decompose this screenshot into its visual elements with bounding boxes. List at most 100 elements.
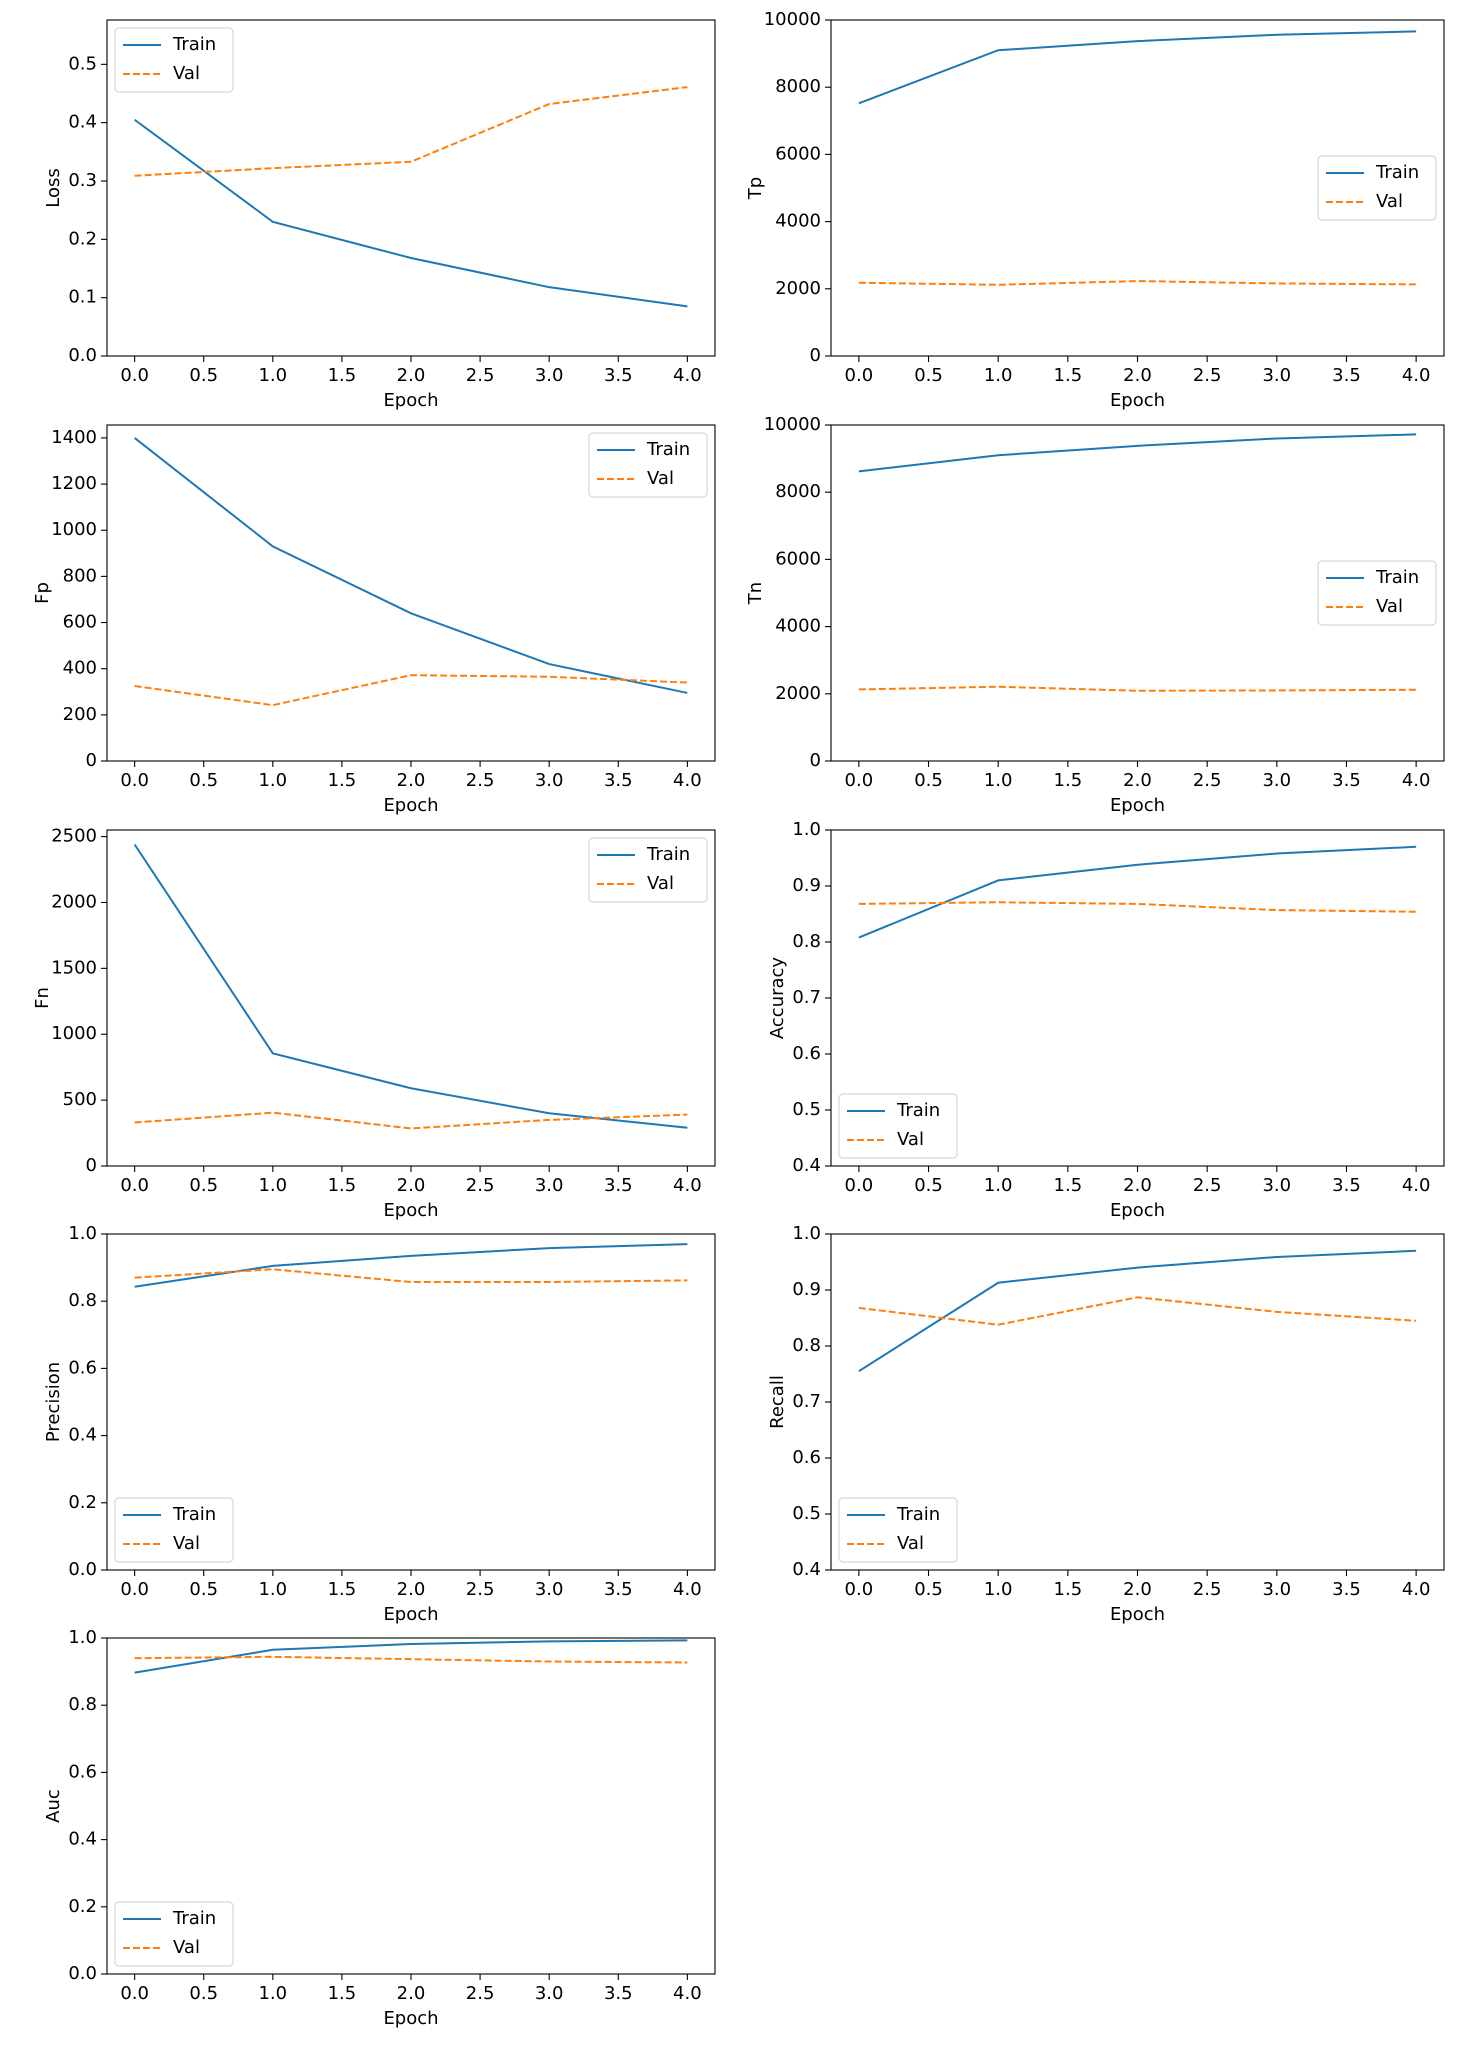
y-tick-label: 0.8 [68,1290,97,1311]
x-tick-label: 1.5 [328,770,357,791]
legend-label: Train [646,439,690,460]
x-tick-label: 2.5 [466,1983,495,2004]
series-line [858,433,1417,473]
y-tick-label: 8000 [775,76,821,97]
axes-frame [830,19,1445,357]
x-tick-label: 1.0 [258,1579,287,1600]
x-tick-label: 4.0 [673,365,702,386]
x-tick-label: 3.5 [1332,365,1361,386]
y-axis-label: Fn [32,987,53,1009]
axes-frame [830,1233,1445,1571]
legend-label: Val [173,1937,200,1958]
series-line [858,30,1417,105]
x-tick-label: 1.5 [328,1579,357,1600]
y-tick-label: 0.7 [792,1391,821,1412]
axes-frame [830,829,1445,1167]
x-tick-label: 1.5 [1054,1579,1083,1600]
x-axis-label: Epoch [383,795,438,816]
x-tick-label: 1.0 [984,365,1013,386]
y-tick-label: 4000 [775,211,821,232]
x-tick-label: 0.5 [189,1175,218,1196]
y-tick-label: 0.0 [68,1963,97,1984]
legend-label: Train [172,34,216,55]
x-tick-label: 1.0 [984,1175,1013,1196]
legend-label: Val [897,1129,924,1150]
series-line [134,1268,688,1284]
x-tick-label: 1.0 [258,1175,287,1196]
x-tick-label: 0.5 [189,1579,218,1600]
x-tick-label: 3.0 [535,770,564,791]
y-tick-label: 0.8 [68,1694,97,1715]
x-tick-label: 2.5 [1193,365,1222,386]
series-line [858,1249,1417,1373]
y-tick-label: 0 [86,1155,97,1176]
y-tick-label: 500 [63,1089,97,1110]
x-tick-label: 2.5 [1193,1579,1222,1600]
x-tick-label: 4.0 [1402,1579,1431,1600]
y-axis-label: Tn [745,582,766,605]
x-tick-label: 3.5 [604,1175,633,1196]
legend-label: Val [1376,191,1403,212]
x-tick-label: 3.0 [1262,1175,1291,1196]
y-axis-label: Loss [43,168,64,207]
y-tick-label: 2500 [51,826,97,847]
x-tick-label: 2.0 [1123,365,1152,386]
y-tick-label: 1.0 [792,1223,821,1244]
y-tick-label: 400 [63,658,97,679]
x-tick-label: 2.0 [1123,1175,1152,1196]
series-line [134,1111,688,1130]
y-tick-label: 600 [63,612,97,633]
y-tick-label: 0.1 [68,287,97,308]
x-tick-label: 1.5 [1054,770,1083,791]
y-tick-label: 800 [63,565,97,586]
y-tick-label: 2000 [51,891,97,912]
y-tick-label: 4000 [775,616,821,637]
x-tick-label: 4.0 [1402,365,1431,386]
subplot: 0.0 0.5 1.0 1.5 2.0 2.5 3.0 3.5 4.0 0.4 0.5 0.6 0.7 0… [767,819,1445,1221]
y-tick-label: 2000 [775,683,821,704]
x-tick-label: 1.5 [328,365,357,386]
legend-label: Train [896,1100,940,1121]
x-tick-label: 3.0 [535,1175,564,1196]
x-axis-label: Epoch [1110,795,1165,816]
axes-frame [106,1637,716,1975]
series-line [858,1296,1417,1326]
y-axis-label: Accuracy [767,957,788,1040]
y-tick-label: 1.0 [792,819,821,840]
series-line [134,86,688,177]
y-tick-label: 0 [86,750,97,771]
x-tick-label: 4.0 [1402,1175,1431,1196]
legend-label: Train [896,1504,940,1525]
x-tick-label: 3.5 [1332,770,1361,791]
y-tick-label: 0.2 [68,1492,97,1513]
axes-frame [106,424,716,762]
legend-label: Val [897,1533,924,1554]
y-tick-label: 0.0 [68,1559,97,1580]
y-tick-label: 0.9 [792,875,821,896]
x-tick-label: 2.5 [466,770,495,791]
x-tick-label: 3.5 [604,770,633,791]
x-tick-label: 2.0 [397,1579,426,1600]
legend-label: Val [173,63,200,84]
x-tick-label: 3.0 [535,365,564,386]
y-tick-label: 1200 [51,473,97,494]
legend-label: Val [173,1533,200,1554]
x-tick-label: 0.5 [914,1579,943,1600]
x-axis-label: Epoch [383,1604,438,1625]
y-tick-label: 0.8 [792,931,821,952]
y-tick-label: 200 [63,704,97,725]
y-tick-label: 1500 [51,957,97,978]
y-tick-label: 0 [810,345,821,366]
subplot: 0.0 0.5 1.0 1.5 2.0 2.5 3.0 3.5 4.0 0 200 400 600 800… [32,424,716,816]
legend-label: Train [172,1504,216,1525]
x-tick-label: 0.0 [845,365,874,386]
series-line [134,674,688,707]
y-axis-label: Fp [32,582,53,604]
y-tick-label: 10000 [764,414,821,435]
x-tick-label: 3.5 [604,1579,633,1600]
axes-frame [106,829,716,1167]
legend-label: Train [1375,162,1419,183]
x-tick-label: 0.0 [120,770,149,791]
subplot: 0.0 0.5 1.0 1.5 2.0 2.5 3.0 3.5 4.0 0 2000 4000 6000… [745,9,1445,411]
